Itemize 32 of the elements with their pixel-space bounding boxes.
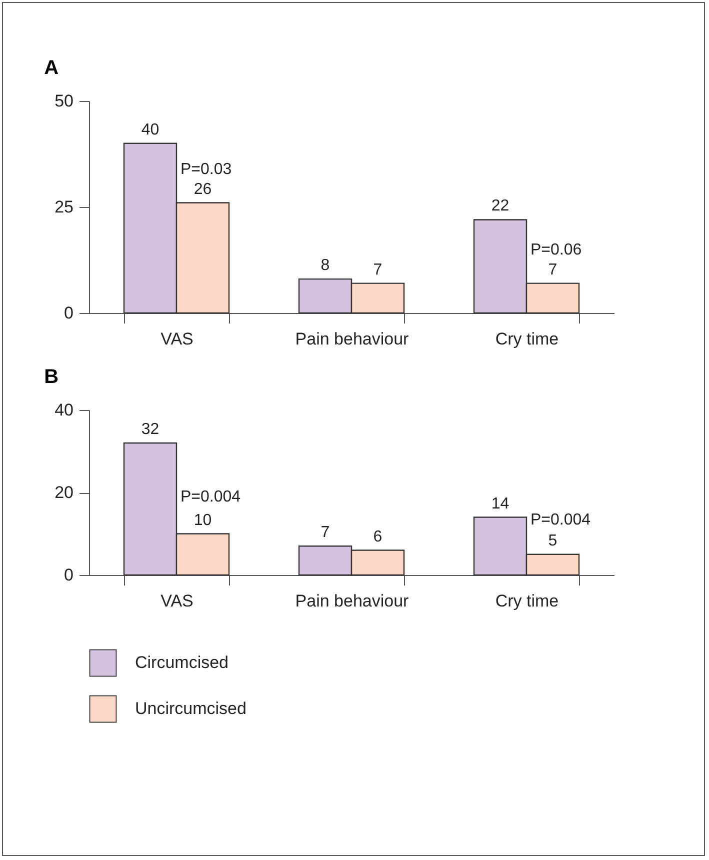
legend-label: Circumcised <box>135 653 229 672</box>
chart-title: A <box>44 57 59 79</box>
annotation: P=0.004 <box>180 488 241 506</box>
data-label: 32 <box>141 421 160 438</box>
data-label: 7 <box>320 524 330 542</box>
data-label: 40 <box>141 121 160 138</box>
y-tick-label: 50 <box>54 92 74 110</box>
x-tick-label: Pain behaviour <box>295 592 410 610</box>
annotation: P=0.06 <box>530 241 582 258</box>
x-tick-label: VAS <box>160 592 194 610</box>
data-label: 10 <box>194 512 212 529</box>
annotation: P=0.03 <box>180 160 232 178</box>
annotation: P=0.004 <box>530 511 591 528</box>
y-tick-label: 0 <box>64 304 74 322</box>
data-label: 26 <box>194 180 212 198</box>
data-label: 6 <box>373 528 382 546</box>
x-tick-label: Cry time <box>495 592 559 610</box>
x-tick-label: Pain behaviour <box>295 330 410 348</box>
x-tick-label: Cry time <box>495 330 559 348</box>
data-label: 5 <box>548 532 558 550</box>
data-label: 8 <box>320 257 330 274</box>
data-label: 22 <box>491 198 510 215</box>
y-tick-label: 0 <box>64 566 74 584</box>
data-label: 7 <box>548 261 558 278</box>
chart-title: B <box>44 366 59 388</box>
legend-label: Uncircumcised <box>135 699 246 718</box>
y-tick-label: 20 <box>54 483 74 502</box>
y-tick-label: 40 <box>54 400 74 420</box>
data-label: 7 <box>373 261 382 278</box>
y-tick-label: 25 <box>54 198 74 216</box>
data-label: 14 <box>491 495 510 512</box>
x-tick-label: VAS <box>160 330 194 348</box>
